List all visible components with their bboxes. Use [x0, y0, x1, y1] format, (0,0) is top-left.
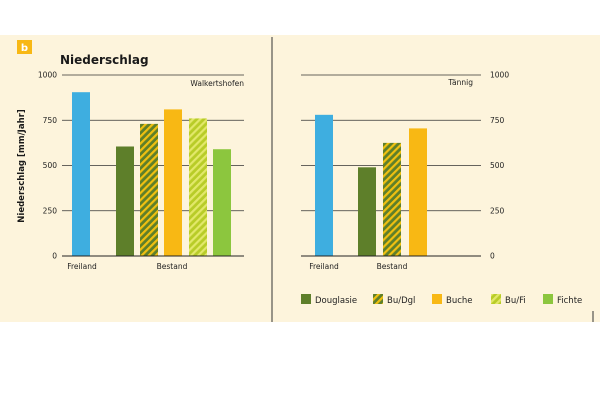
y-tick-label: 750 [43, 116, 58, 125]
bar-fichte-walkertshofen [213, 149, 231, 256]
group-label-bestand-left: Bestand [157, 262, 188, 271]
site-label-walkertshofen: Walkertshofen [190, 79, 244, 88]
legend: Douglasie Bu/Dgl Buche Bu/Fi Fichte [301, 294, 582, 306]
y-tick-label: 1000 [490, 71, 509, 80]
group-label-freiland-right: Freiland [309, 262, 339, 271]
chart-canvas: b Niederschlag Niederschlag [mm/Jahr] Wa… [17, 37, 594, 322]
figure-panel: b Niederschlag Niederschlag [mm/Jahr] Wa… [0, 35, 600, 322]
y-tick-label: 500 [43, 161, 58, 170]
y-tick-label: 0 [52, 252, 57, 261]
bar-douglasie-walkertshofen [116, 146, 134, 256]
chart-title: Niederschlag [60, 53, 149, 67]
legend-label-douglasie: Douglasie [315, 296, 357, 306]
legend-label-budgl: Bu/Dgl [387, 296, 415, 306]
legend-swatch-bufi [491, 294, 501, 304]
legend-label-bufi: Bu/Fi [505, 296, 526, 306]
bar-buche-walkertshofen [164, 109, 182, 256]
bar-budgl-walkertshofen [140, 123, 158, 257]
legend-swatch-fichte [543, 294, 553, 304]
bar-douglasie-taennig [358, 167, 376, 256]
bar-bufi-walkertshofen [189, 118, 207, 256]
y-tick-label: 0 [490, 252, 495, 261]
panel-badge [17, 40, 32, 54]
legend-swatch-budgl [373, 294, 383, 304]
legend-swatch-buche [432, 294, 442, 304]
bar-budgl-taennig [383, 142, 401, 256]
y-tick-label: 500 [490, 161, 505, 170]
group-label-bestand-right: Bestand [377, 262, 408, 271]
site-label-taennig: Tännig [447, 78, 473, 87]
legend-label-buche: Buche [446, 296, 473, 306]
y-tick-label: 250 [490, 206, 505, 215]
bar-freiland-walkertshofen [72, 92, 90, 256]
y-axis-label: Niederschlag [mm/Jahr] [17, 109, 27, 223]
chart-layer: 0 250 500 750 1000 0 250 500 750 1000 [38, 71, 509, 261]
bar-buche-taennig [409, 128, 427, 256]
bar-freiland-taennig [315, 114, 333, 256]
y-tick-label: 250 [43, 206, 58, 215]
legend-swatch-douglasie [301, 294, 311, 304]
legend-label-fichte: Fichte [557, 296, 582, 306]
y-tick-label: 1000 [38, 71, 57, 80]
group-label-freiland-left: Freiland [67, 262, 97, 271]
y-tick-label: 750 [490, 116, 505, 125]
panel-letter: b [21, 43, 28, 54]
